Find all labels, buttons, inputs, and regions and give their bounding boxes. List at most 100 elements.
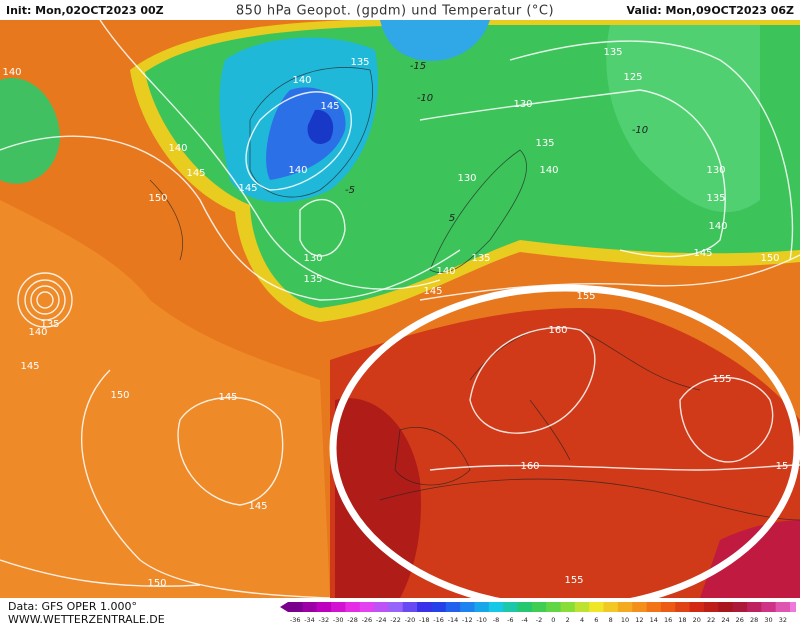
colorbar-label: 20 — [693, 616, 701, 624]
field-atlantic — [0, 200, 330, 598]
geopotential-label: 150 — [760, 253, 779, 264]
geopotential-label: 150 — [147, 578, 166, 589]
colorbar-label: -30 — [333, 616, 344, 624]
colorbar-swatch — [746, 602, 762, 612]
field-green-west — [0, 78, 60, 184]
geopotential-label: 140 — [539, 165, 558, 176]
coast-canada — [149, 179, 184, 261]
colorbar-swatch — [589, 602, 605, 612]
geopotential-label: 145 — [320, 101, 339, 112]
geopotential-label: 140 — [288, 165, 307, 176]
colorbar-label: 8 — [609, 616, 613, 624]
colorbar-label: 18 — [678, 616, 686, 624]
colorbar-label: -2 — [536, 616, 542, 624]
colorbar-label: 12 — [635, 616, 643, 624]
geopotential-label: 145 — [423, 286, 442, 297]
colorbar-label: 16 — [664, 616, 672, 624]
colorbar-label: 24 — [721, 616, 729, 624]
colorbar-label: 32 — [779, 616, 787, 624]
colorbar-label: 0 — [551, 616, 555, 624]
colorbar-label: -14 — [448, 616, 459, 624]
colorbar: -36 -34 -32 -30 -28 -26 -24 -22 -20 -18 -16 -14 -12-… — [280, 602, 796, 624]
colorbar-swatch — [345, 602, 361, 612]
colorbar-label: -28 — [347, 616, 358, 624]
isohypse — [80, 369, 331, 599]
colorbar-swatch — [603, 602, 619, 612]
geopotential-label: 140 — [2, 67, 21, 78]
geopotential-label: 145 — [218, 392, 237, 403]
colorbar-swatch — [402, 602, 418, 612]
colorbar-label: -26 — [362, 616, 373, 624]
colorbar-swatch — [560, 602, 576, 612]
colorbar-swatch — [574, 602, 590, 612]
coastlines — [149, 67, 800, 521]
colorbar-swatch — [302, 602, 318, 612]
geopotential-label: 140 — [708, 221, 727, 232]
data-source: Data: GFS OPER 1.000° — [8, 600, 137, 613]
colorbar-swatch — [445, 602, 461, 612]
geopotential-label: 125 — [623, 72, 642, 83]
geopotential-label: 135 — [535, 138, 554, 149]
geopotential-label: 140 — [436, 266, 455, 277]
colorbar-label: -22 — [390, 616, 401, 624]
geopotential-label: 140 — [28, 327, 47, 338]
coast-africa — [379, 478, 800, 521]
colorbar-swatch — [517, 602, 533, 612]
geopotential-label: 130 — [457, 173, 476, 184]
colorbar-label: 6 — [594, 616, 598, 624]
contour-labels: 1351401451401451301351401451351301351401… — [2, 47, 788, 589]
colorbar-swatch — [460, 602, 475, 612]
colorbar-swatch — [431, 602, 447, 612]
colorbar-label: -4 — [521, 616, 527, 624]
geopotential-label: 155 — [576, 291, 595, 302]
field-cyan-north — [380, 20, 490, 61]
colorbar-swatch — [689, 602, 705, 612]
colorbar-swatch — [331, 602, 346, 612]
colorbar-swatch — [417, 602, 432, 612]
geopotential-label: 150 — [110, 390, 129, 401]
isohypse — [419, 89, 726, 258]
field-blue-core — [307, 109, 334, 145]
colorbar-swatch — [761, 602, 777, 612]
geopotential-label: 145 — [186, 168, 205, 179]
colorbar-label: -10 — [476, 616, 487, 624]
map-title: 850 hPa Geopot. (gpdm) und Temperatur (°… — [236, 4, 554, 19]
isohypse — [679, 376, 774, 463]
geopotential-label: 15 — [776, 461, 789, 472]
colorbar-swatch — [646, 602, 662, 612]
colorbar-label: 22 — [707, 616, 715, 624]
isohypse — [24, 279, 66, 321]
isohypse — [299, 199, 346, 257]
geopotential-label: 150 — [148, 193, 167, 204]
colorbar-swatch — [474, 602, 490, 612]
colorbar-swatch — [388, 602, 404, 612]
init-time: Init: Mon,02OCT2023 00Z — [6, 4, 164, 17]
valid-time: Valid: Mon,09OCT2023 06Z — [627, 4, 794, 17]
colorbar-label: -32 — [319, 616, 330, 624]
geopotential-label: 135 — [706, 193, 725, 204]
colorbar-swatch — [790, 602, 796, 612]
isohypse — [509, 40, 794, 261]
geopotential-label: 130 — [303, 253, 322, 264]
isohypse — [30, 285, 60, 315]
geopotential-label: 145 — [248, 501, 267, 512]
colorbar-label: 4 — [580, 616, 584, 624]
colorbar-label: -12 — [462, 616, 473, 624]
geopotential-label: 135 — [471, 253, 490, 264]
coast-scandinavia — [429, 149, 527, 273]
isohypse — [177, 396, 284, 506]
colorbar-label: -18 — [419, 616, 430, 624]
colorbar-label: -16 — [433, 616, 444, 624]
colorbar-label: 10 — [621, 616, 629, 624]
header-bar — [0, 0, 800, 20]
colorbar-label: 30 — [764, 616, 772, 624]
temperature-field — [0, 18, 800, 598]
colorbar-swatch — [632, 602, 648, 612]
geopotential-label: 145 — [20, 361, 39, 372]
coast-iberia — [394, 427, 471, 486]
geopotential-label: 135 — [40, 319, 59, 330]
colorbar-swatch — [359, 602, 375, 612]
coast-italy — [529, 399, 571, 461]
temperature-label: -15 — [410, 61, 426, 72]
field-blue — [266, 87, 346, 180]
